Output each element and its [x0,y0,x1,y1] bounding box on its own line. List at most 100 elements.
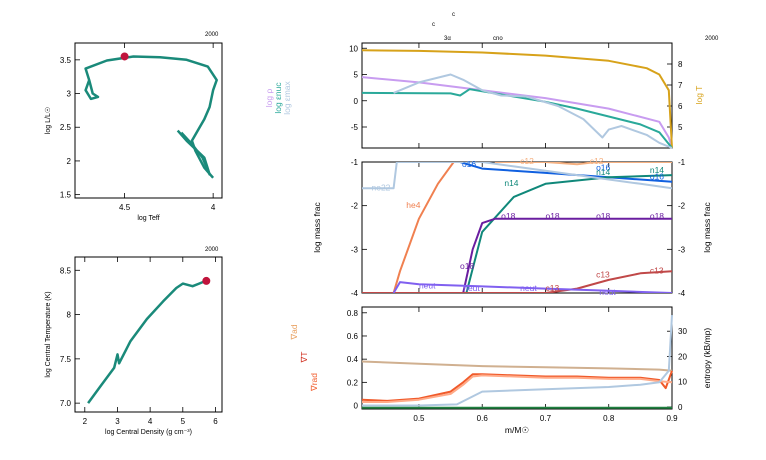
profile-mid-ytick-label: -1 [351,158,359,167]
central-ylabel: log Central Temperature (K) [45,291,52,377]
profile-bottom-xlabel: m/M☉ [505,425,530,435]
central-xtick-label: 5 [181,417,186,426]
central-xlabel: log Central Density (g cm⁻³) [105,429,192,436]
profile-top-ytick-label: 0 [354,97,359,106]
hr-ytick-label: 3.5 [60,56,72,65]
profile-top-ytick-label: 5 [354,71,359,80]
central-current-marker [202,276,211,285]
abundance-label-ne22: ne22 [371,182,390,192]
profile-bottom-ylabel-right: entropy (kB/mp) [702,328,712,389]
profile-top-series-0 [361,76,673,149]
abundance-line-n14 [465,174,672,293]
profile-top-ylabel-2: log εmax [282,80,292,114]
central-xtick-label: 4 [148,417,153,426]
profile-top-ytick-right-label: 6 [678,102,683,111]
central-ytick-label: 8.5 [60,266,72,275]
profile-mid-ytick-label: -4 [351,289,359,298]
abundance-label-o18: o18 [596,211,610,221]
profile-top-ytick-label: 10 [349,44,358,53]
abundance-label-c13: c13 [545,283,559,293]
profile-bottom-ylabel-2: ∇rad [309,373,319,392]
profile-mid-ylabel: log mass frac [312,201,322,252]
profile-top-ytick-right-label: 5 [678,123,683,132]
profile-bottom-ytick-right-label: 20 [678,352,687,361]
run-stamp-central: 2000 [205,247,219,253]
profile-bottom-ylabel-0: ∇ad [289,324,299,340]
profile-top-ylabel-right: log T [694,86,704,105]
abundance-label-neut: neut [599,287,616,297]
abundance-line-c13 [362,270,672,293]
central-track [87,279,207,404]
gradient-line-grad_ad [361,360,673,372]
abundance-label-n14: n14 [596,167,610,177]
abundance-label-o16: o16 [650,171,664,181]
abundance-label-neut: neut [419,281,436,291]
profile-bottom-ytick-label: 0.8 [347,309,359,318]
abundance-line-he4 [362,162,455,293]
hr-ytick-label: 2.5 [60,123,72,132]
gradient-line-entropy [362,315,673,407]
abundance-line-c12 [494,162,672,166]
abundance-label-o18: o18 [501,211,515,221]
profile-mid-ytick-right-label: -1 [678,158,686,167]
hr-ytick-label: 1.5 [60,191,72,200]
profile-bottom-xtick-label: 0.5 [413,414,425,423]
abundance-label-c13: c13 [650,265,664,275]
central-xtick-label: 6 [213,417,218,426]
abundance-label-n14: n14 [504,178,518,188]
profile-mid-ytick-right-label: -2 [678,202,686,211]
abundance-label-o16: o16 [596,163,610,173]
hr-xtick-label: 4.5 [119,203,131,212]
profile-top-frame [361,42,673,149]
profile-bottom-xtick-label: 0.9 [666,414,678,423]
profile-mid-ylabel-right: log mass frac [702,201,712,252]
profile-top-series-3 [393,73,673,149]
profile-top-ylabel-0: log ρ [264,89,274,108]
profile-bottom-xtick-label: 0.6 [477,414,489,423]
abundance-label-he4: he4 [406,200,420,210]
hr-ylabel: log L/L☉ [44,107,52,134]
abundance-line-o16 [459,162,672,183]
abundance-line-neut [392,281,672,293]
hr-xlabel: log Teff [137,215,159,222]
abundance-label-c13: c13 [596,270,610,280]
hr-xtick-label: 4 [211,203,216,212]
profile-bottom-xtick-label: 0.8 [603,414,615,423]
abundance-label-o18: o18 [545,211,559,221]
run-stamp-right: 2000 [705,36,719,42]
abundance-label-n14: n14 [650,165,664,175]
profile-bottom-ytick-label: 0.4 [347,355,359,364]
central-ytick-label: 7.5 [60,355,72,364]
profile-bottom-ytick-label: 0 [354,402,359,411]
profile-bottom-ylabel-1: ∇T [299,352,309,364]
profile-bottom-ytick-label: 0.2 [347,378,359,387]
profile-mid-ytick-right-label: -3 [678,245,686,254]
run-stamp-hr: 2000 [205,32,219,38]
profile-bottom-ytick-right-label: 0 [678,403,683,412]
profile-bottom-frame [361,306,673,410]
abundance-line-o18 [462,217,672,293]
profile-mid-ytick-label: -2 [351,202,359,211]
profile-mid-ytick-label: -3 [351,245,359,254]
profile-top-ytick-label: -5 [351,123,359,132]
abundance-label-o18: o18 [460,261,474,271]
central-xtick-label: 3 [115,417,120,426]
annotation-c-1: c [452,12,455,18]
profile-bottom-ytick-right-label: 10 [678,378,687,387]
central-ytick-label: 8 [67,311,72,320]
abundance-label-neut: neut [463,283,480,293]
abundance-line-ne22 [362,162,672,190]
abundance-label-o18: o18 [650,211,664,221]
hr-ytick-label: 3 [67,90,72,99]
profile-top-ytick-right-label: 8 [678,60,683,69]
central-plot-frame [74,256,223,413]
gradient-line-grad_rad [361,370,673,402]
profile-top-series-2 [361,88,673,149]
annotation-cno: cno [493,36,503,42]
hr-ytick-label: 2 [67,157,72,166]
annotation-3a: 3α [444,36,451,42]
abundance-label-o16: o16 [462,159,476,169]
hr-track-loop [176,129,211,176]
